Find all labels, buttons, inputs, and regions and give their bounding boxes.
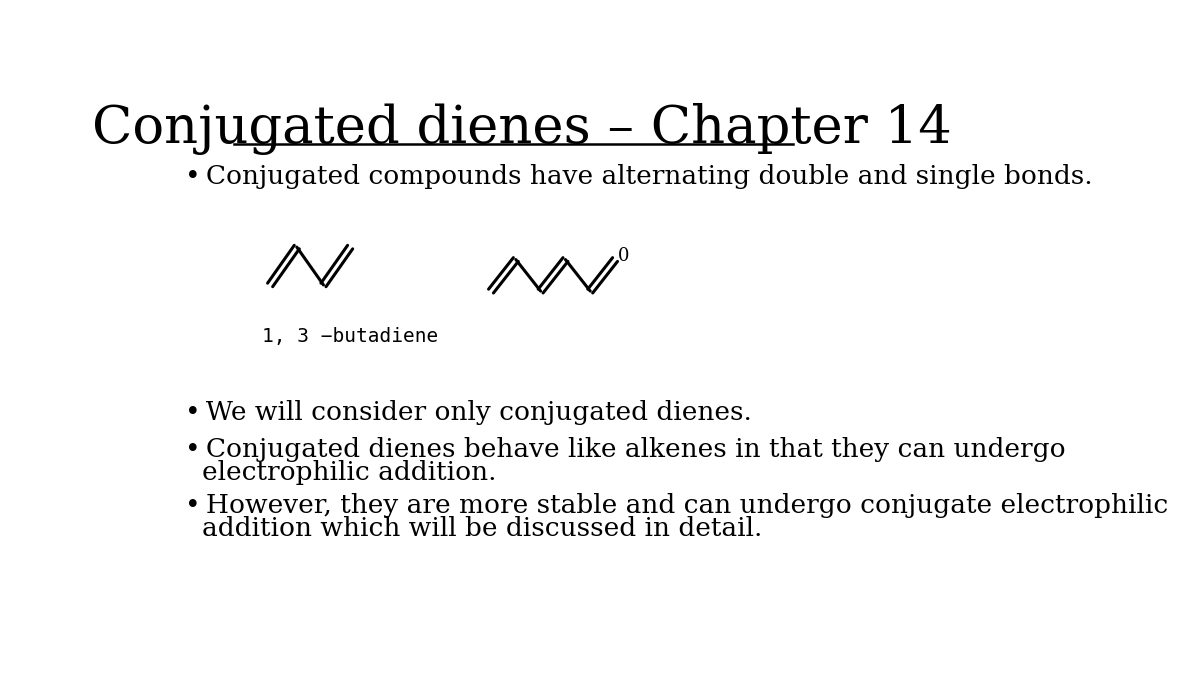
Text: addition which will be discussed in detail.: addition which will be discussed in deta… [202,516,762,541]
Text: 0: 0 [617,247,629,265]
Text: • Conjugated dienes behave like alkenes in that they can undergo: • Conjugated dienes behave like alkenes … [185,437,1066,462]
Text: Conjugated dienes – Chapter 14: Conjugated dienes – Chapter 14 [92,102,952,154]
Text: 1, 3 −butadiene: 1, 3 −butadiene [263,328,439,346]
Text: • We will consider only conjugated dienes.: • We will consider only conjugated diene… [185,400,751,425]
Text: • Conjugated compounds have alternating double and single bonds.: • Conjugated compounds have alternating … [185,164,1092,189]
Text: electrophilic addition.: electrophilic addition. [202,460,497,485]
Text: • However, they are more stable and can undergo conjugate electrophilic: • However, they are more stable and can … [185,493,1168,518]
